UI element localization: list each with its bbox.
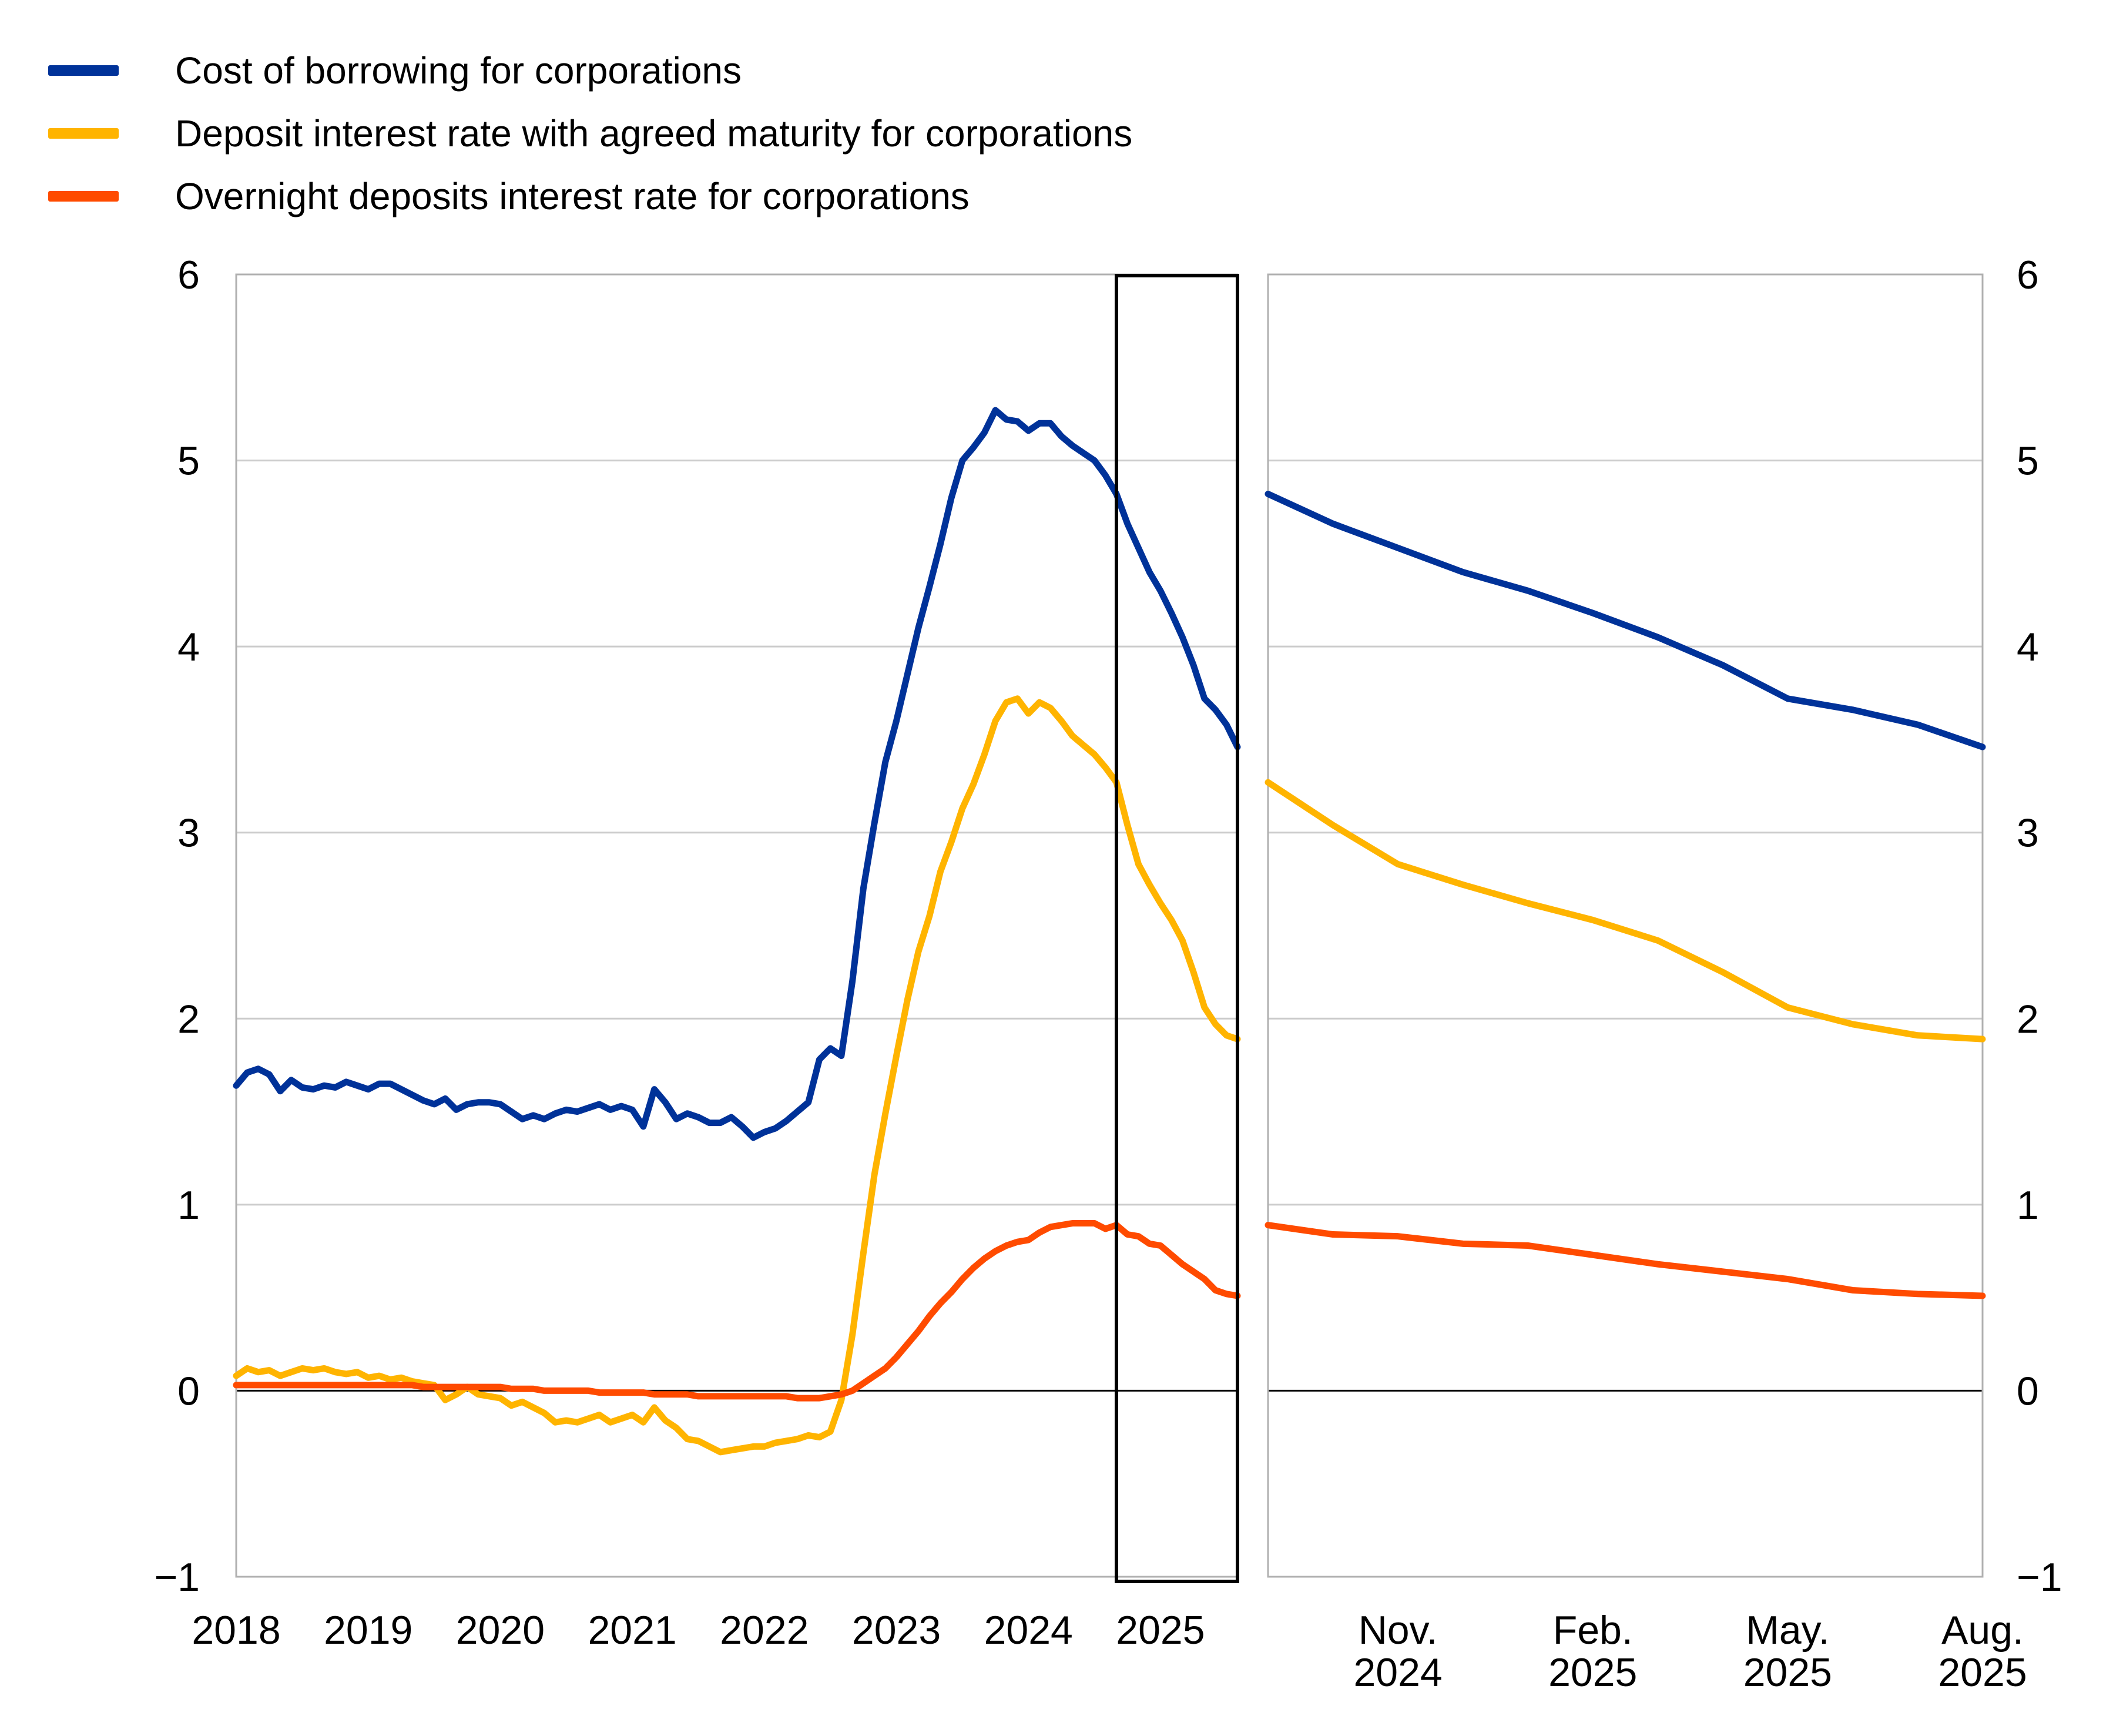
highlight-zoom-window-box bbox=[1115, 274, 1239, 1583]
series-line-left-deposit bbox=[233, 695, 1241, 1456]
y-axis-label-right: 6 bbox=[2017, 253, 2039, 297]
legend-item-deposit-agreed-maturity: Deposit interest rate with agreed maturi… bbox=[48, 110, 1132, 157]
x-axis-label-year: 2020 bbox=[456, 1608, 545, 1653]
y-axis-label-right: −1 bbox=[2017, 1555, 2062, 1600]
y-axis-label-right: 0 bbox=[2017, 1369, 2039, 1413]
x-axis-label-year: 2023 bbox=[852, 1608, 941, 1653]
right-panel-border bbox=[1267, 273, 1984, 1578]
x-axis-label-month-year: 2025 bbox=[1548, 1650, 1637, 1695]
legend-item-overnight-deposits: Overnight deposits interest rate for cor… bbox=[48, 173, 970, 220]
legend-item-cost-of-borrowing: Cost of borrowing for corporations bbox=[48, 47, 742, 94]
y-axis-label-left: 0 bbox=[177, 1369, 200, 1413]
series-line-left-overnight bbox=[233, 1220, 1241, 1402]
y-axis-label-left: 5 bbox=[177, 439, 200, 484]
x-axis-label-month: Nov. bbox=[1359, 1608, 1438, 1653]
y-axis-label-right: 5 bbox=[2017, 439, 2039, 484]
x-axis-label-year: 2019 bbox=[324, 1608, 412, 1653]
x-axis-label-month-year: 2024 bbox=[1353, 1650, 1442, 1695]
series-line-right-deposit bbox=[1265, 779, 1986, 1043]
legend-swatch-blue-line bbox=[48, 65, 119, 76]
y-axis-label-left: 4 bbox=[177, 625, 200, 669]
x-axis-label-year: 2021 bbox=[588, 1608, 676, 1653]
y-axis-label-left: 3 bbox=[177, 811, 200, 856]
x-axis-label-year: 2025 bbox=[1116, 1608, 1205, 1653]
y-axis-label-left: 1 bbox=[177, 1183, 200, 1228]
y-axis-label-right: 3 bbox=[2017, 811, 2039, 856]
series-line-left-cost bbox=[233, 407, 1241, 1141]
legend-label: Deposit interest rate with agreed maturi… bbox=[175, 112, 1133, 155]
x-axis-label-month: Aug. bbox=[1941, 1608, 2024, 1653]
x-axis-label-year: 2024 bbox=[984, 1608, 1073, 1653]
x-axis-label-month-year: 2025 bbox=[1743, 1650, 1832, 1695]
y-axis-label-left: 6 bbox=[177, 253, 200, 297]
y-axis-label-left: −1 bbox=[154, 1555, 200, 1600]
legend-swatch-yellow-line bbox=[48, 128, 119, 139]
series-line-right-overnight bbox=[1265, 1222, 1986, 1299]
y-axis-label-right: 2 bbox=[2017, 997, 2039, 1041]
x-axis-label-year: 2018 bbox=[192, 1608, 280, 1653]
x-axis-label-month-year: 2025 bbox=[1938, 1650, 2027, 1695]
y-axis-label-right: 1 bbox=[2017, 1183, 2039, 1228]
legend-swatch-red-line bbox=[48, 191, 119, 202]
y-axis-label-left: 2 bbox=[177, 997, 200, 1041]
x-axis-label-year: 2022 bbox=[720, 1608, 809, 1653]
y-axis-label-right: 4 bbox=[2017, 625, 2039, 669]
legend-label: Overnight deposits interest rate for cor… bbox=[175, 175, 970, 217]
series-line-right-cost bbox=[1265, 491, 1986, 750]
x-axis-label-month: Feb. bbox=[1553, 1608, 1633, 1653]
x-axis-label-month: May. bbox=[1746, 1608, 1829, 1653]
legend-label: Cost of borrowing for corporations bbox=[175, 49, 742, 92]
